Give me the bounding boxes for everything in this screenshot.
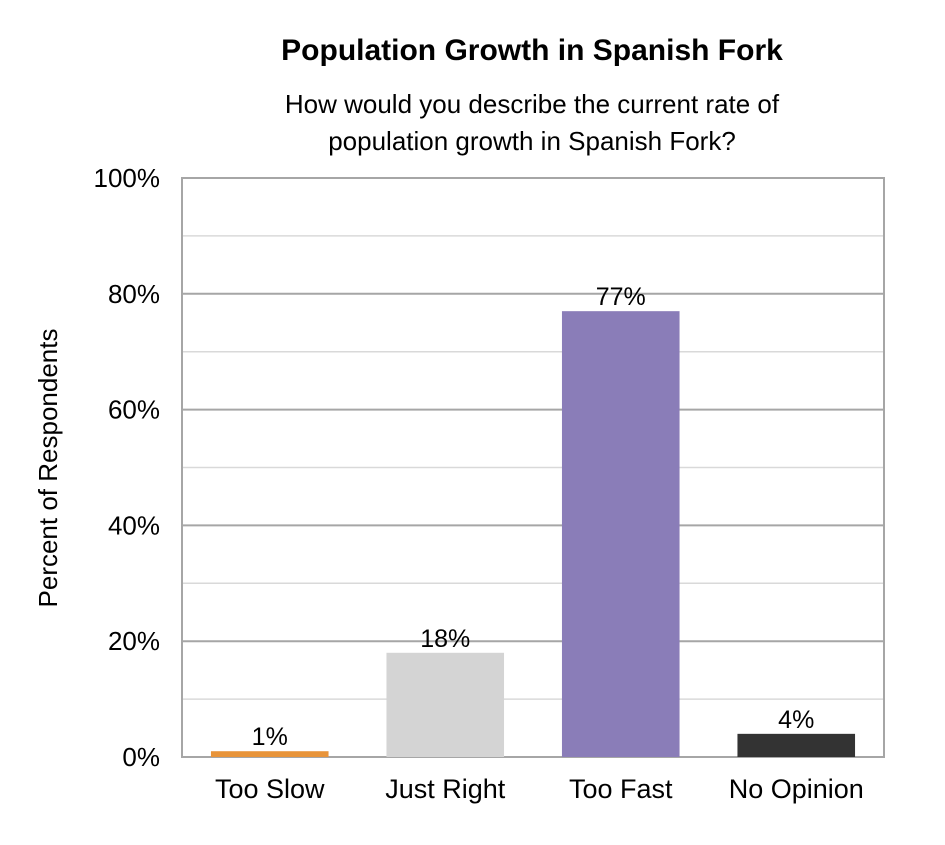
x-category-label: No Opinion	[729, 774, 864, 804]
bar-data-label: 18%	[420, 625, 470, 653]
y-tick-label: 60%	[108, 395, 160, 425]
chart-title: Population Growth in Spanish Fork	[281, 34, 783, 67]
y-tick-label: 20%	[108, 626, 160, 656]
bar	[737, 733, 856, 757]
bar-data-label: 77%	[596, 283, 646, 311]
bar	[386, 652, 505, 757]
y-tick-label: 40%	[108, 510, 160, 540]
bar	[210, 751, 329, 757]
x-category-label: Too Fast	[569, 774, 673, 804]
x-category-label: Too Slow	[215, 774, 325, 804]
y-axis-label: Percent of Respondents	[33, 329, 63, 608]
grid-layer	[181, 177, 885, 758]
x-category-label: Just Right	[385, 774, 506, 804]
bar	[561, 311, 680, 757]
y-tick-label: 100%	[94, 163, 161, 193]
bars-layer	[210, 311, 856, 757]
bar-data-label: 4%	[778, 706, 814, 734]
bar-data-label: 1%	[252, 723, 288, 751]
labels-layer: 0% 20% 40% 60% 80% 100% 1% Too Slow 18% Just Righ…	[94, 163, 864, 804]
chart-subtitle-line-1: How would you describe the current rate …	[285, 89, 780, 119]
chart-subtitle-line-2: population growth in Spanish Fork?	[328, 126, 736, 156]
y-tick-label: 0%	[122, 742, 160, 772]
y-tick-label: 80%	[108, 279, 160, 309]
